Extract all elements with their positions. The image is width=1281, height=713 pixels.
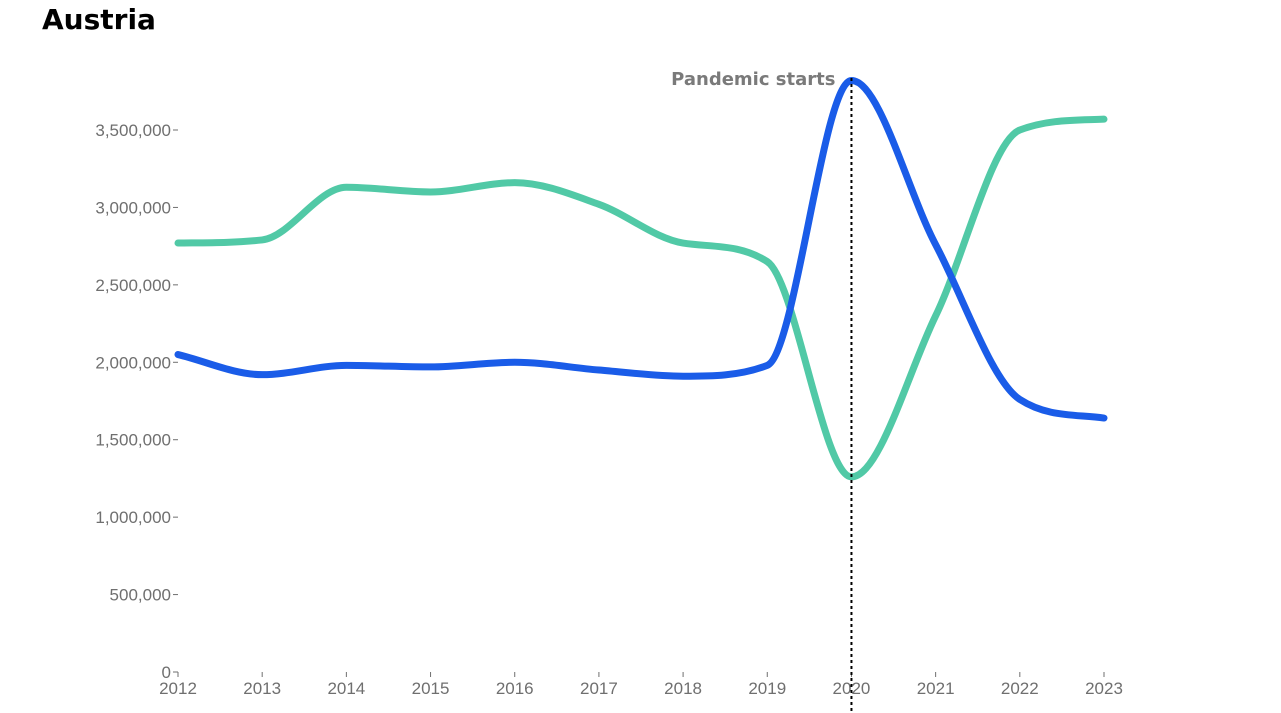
annotation-label: Pandemic starts (671, 69, 835, 90)
x-tick-label: 2019 (748, 679, 786, 698)
x-tick-label: 2020 (833, 679, 871, 698)
x-tick-label: 2018 (664, 679, 702, 698)
y-tick-label: 2,500,000 (95, 276, 171, 295)
x-tick-label: 2022 (1001, 679, 1039, 698)
series-line-2 (174, 76, 1108, 422)
y-tick-label: 2,000,000 (95, 353, 171, 372)
y-axis: 0 500,000 1,000,000 1,500,000 2,000,000 2,500… (95, 121, 178, 682)
annotation-layer: Pandemic starts (671, 69, 853, 713)
y-tick-label: 3,500,000 (95, 121, 171, 140)
x-tick-label: 2016 (496, 679, 534, 698)
x-tick-label: 2014 (327, 679, 365, 698)
x-tick-label: 2015 (412, 679, 450, 698)
x-tick-label: 2023 (1085, 679, 1123, 698)
x-tick-label: 2012 (159, 679, 197, 698)
x-tick-label: 2021 (917, 679, 955, 698)
x-axis: 2012 2013 2014 2015 2016 2017 2018 2019 2020 2021… (159, 672, 1123, 698)
chart-title: Austria (42, 3, 156, 36)
x-tick-label: 2013 (243, 679, 281, 698)
series-line-1 (174, 115, 1108, 481)
y-tick-label: 1,500,000 (95, 431, 171, 450)
y-tick-label: 1,000,000 (95, 508, 171, 527)
x-tick-label: 2017 (580, 679, 618, 698)
y-tick-label: 0 (162, 663, 171, 682)
series-layer (174, 76, 1108, 481)
y-tick-label: 3,000,000 (95, 198, 171, 217)
y-tick-label: 500,000 (110, 586, 171, 605)
